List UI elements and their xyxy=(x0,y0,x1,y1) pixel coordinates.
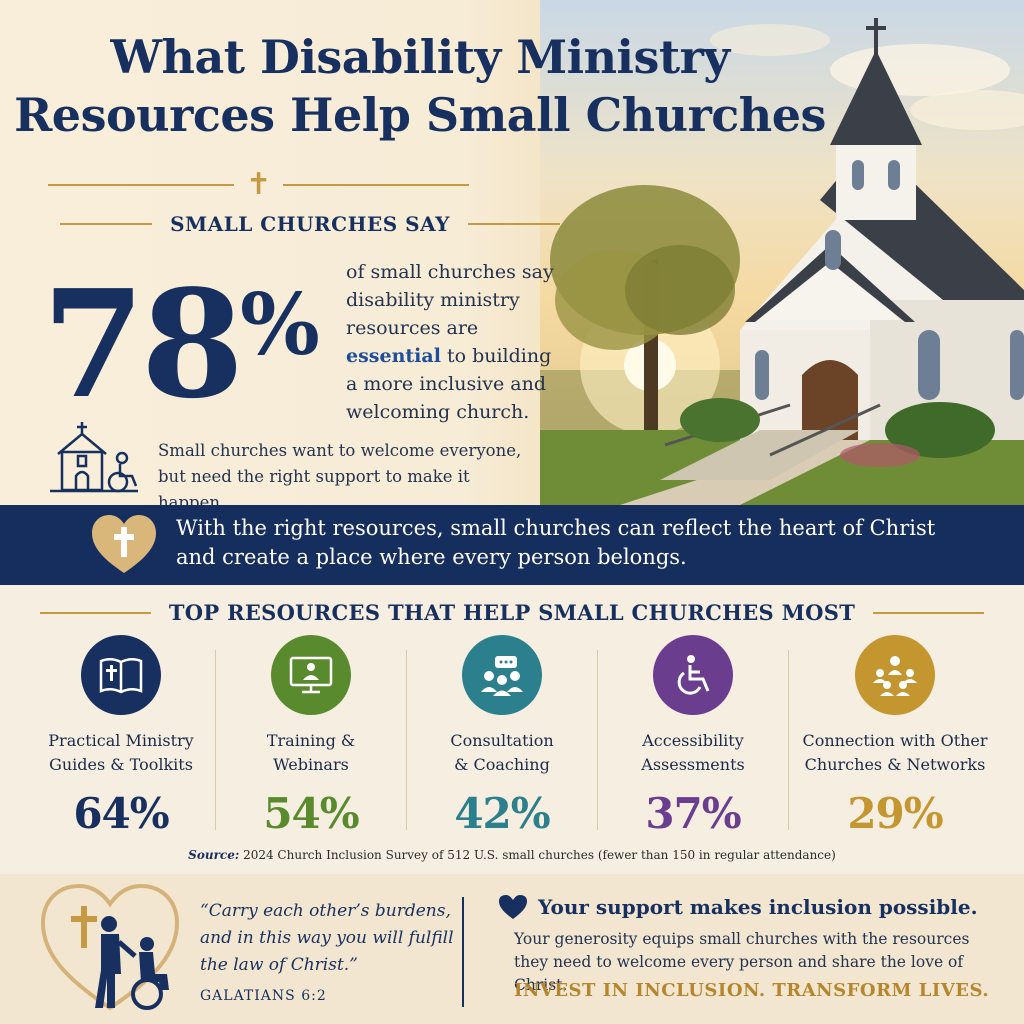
column-divider xyxy=(788,650,789,830)
hero-subtext: Small churches want to welcome everyone,… xyxy=(158,438,538,505)
resource-guides-toolkits: Practical Ministry Guides & Toolkits 64% xyxy=(26,635,216,838)
source-label: Source: xyxy=(188,848,240,862)
resource-percent: 64% xyxy=(73,789,169,838)
desc-emphasis: essential xyxy=(346,345,441,367)
support-heading-text: Your support makes inclusion possible. xyxy=(538,895,978,919)
heart-cross-icon xyxy=(92,515,156,573)
resource-percent: 42% xyxy=(454,789,550,838)
quote-line: and in this way you will fulfill xyxy=(200,928,454,948)
resource-percent: 29% xyxy=(847,789,943,838)
webinar-icon xyxy=(271,635,351,715)
resource-percent: 54% xyxy=(263,789,359,838)
banner-text: With the right resources, small churches… xyxy=(176,514,1016,572)
divider-line xyxy=(467,223,560,225)
heart-icon xyxy=(499,895,527,919)
banner-line: and create a place where every person be… xyxy=(176,545,687,569)
column-divider xyxy=(406,650,407,830)
source-text: 2024 Church Inclusion Survey of 512 U.S.… xyxy=(239,848,836,862)
banner-line: With the right resources, small churches… xyxy=(176,516,936,540)
church-illustration xyxy=(540,18,1024,505)
resource-label: Consultation & Coaching xyxy=(450,731,554,774)
resource-consultation-coaching: Consultation & Coaching 42% xyxy=(407,635,597,838)
wheelchair-icon xyxy=(653,635,733,715)
page-title: What Disability Ministry Resources Help … xyxy=(0,28,840,144)
resource-training-webinars: Training & Webinars 54% xyxy=(216,635,406,838)
scripture-quote: “Carry each other’s burdens, and in this… xyxy=(200,898,460,979)
quote-line: the law of Christ.” xyxy=(200,955,358,975)
title-divider: ✝ xyxy=(48,167,558,202)
resource-label: Training & Webinars xyxy=(266,731,356,774)
resource-connection-networks: Connection with Other Churches & Networks… xyxy=(800,635,990,838)
quote-line: “Carry each other’s burdens, xyxy=(200,901,451,921)
source-note: Source: 2024 Church Inclusion Survey of … xyxy=(0,848,1024,862)
resource-label: Practical Ministry Guides & Toolkits xyxy=(48,731,194,774)
support-line: they need to welcome every person and sh… xyxy=(514,953,964,994)
divider-line xyxy=(60,223,153,225)
heart-caregiver-icon xyxy=(40,883,180,1011)
resource-label: Connection with Other Churches & Networks xyxy=(802,731,988,774)
column-divider xyxy=(215,650,216,830)
resource-label: Accessibility Assessments xyxy=(641,731,745,774)
scripture-reference: GALATIANS 6:2 xyxy=(200,988,327,1004)
hero-subtext-line: Small churches want to welcome everyone, xyxy=(158,441,522,460)
church-wheelchair-icon xyxy=(50,422,138,493)
footer-divider xyxy=(462,897,464,1007)
resources-header: TOP RESOURCES THAT HELP SMALL CHURCHES M… xyxy=(40,600,984,625)
church-scene xyxy=(540,0,1024,505)
support-heading: Your support makes inclusion possible. xyxy=(498,894,978,920)
hero-section: What Disability Ministry Resources Help … xyxy=(0,0,1024,505)
divider-line xyxy=(48,184,234,186)
divider-line xyxy=(283,184,470,186)
support-line: Your generosity equips small churches wi… xyxy=(514,930,970,948)
title-line-1: What Disability Ministry xyxy=(110,30,730,84)
bible-icon xyxy=(81,635,161,715)
support-text: Your generosity equips small churches wi… xyxy=(514,928,984,997)
hero-subtext-line: but need the right support to make it ha… xyxy=(158,467,470,505)
call-to-action: INVEST IN INCLUSION. TRANSFORM LIVES. xyxy=(514,980,990,1001)
divider-line xyxy=(40,611,151,614)
column-divider xyxy=(597,650,598,830)
resource-accessibility-assessments: Accessibility Assessments 37% xyxy=(598,635,788,838)
small-churches-say-label: SMALL CHURCHES SAY xyxy=(170,212,450,236)
desc-text: to building a more inclusive and welcomi… xyxy=(346,345,552,423)
divider-line xyxy=(873,611,984,614)
resource-percent: 37% xyxy=(645,789,741,838)
stat-unit: % xyxy=(239,275,320,374)
cross-icon: ✝ xyxy=(246,167,272,202)
resources-heading: TOP RESOURCES THAT HELP SMALL CHURCHES M… xyxy=(168,600,856,625)
message-banner xyxy=(0,505,1024,585)
desc-text: of small churches say disability ministr… xyxy=(346,261,554,339)
title-line-2: Resources Help Small Churches xyxy=(14,88,826,142)
coaching-icon xyxy=(462,635,542,715)
stat-78-percent: 78% xyxy=(42,240,320,429)
network-icon xyxy=(855,635,935,715)
stat-number: 78 xyxy=(42,257,244,431)
small-churches-say-header: SMALL CHURCHES SAY xyxy=(60,212,560,236)
stat-description: of small churches say disability ministr… xyxy=(346,258,566,426)
